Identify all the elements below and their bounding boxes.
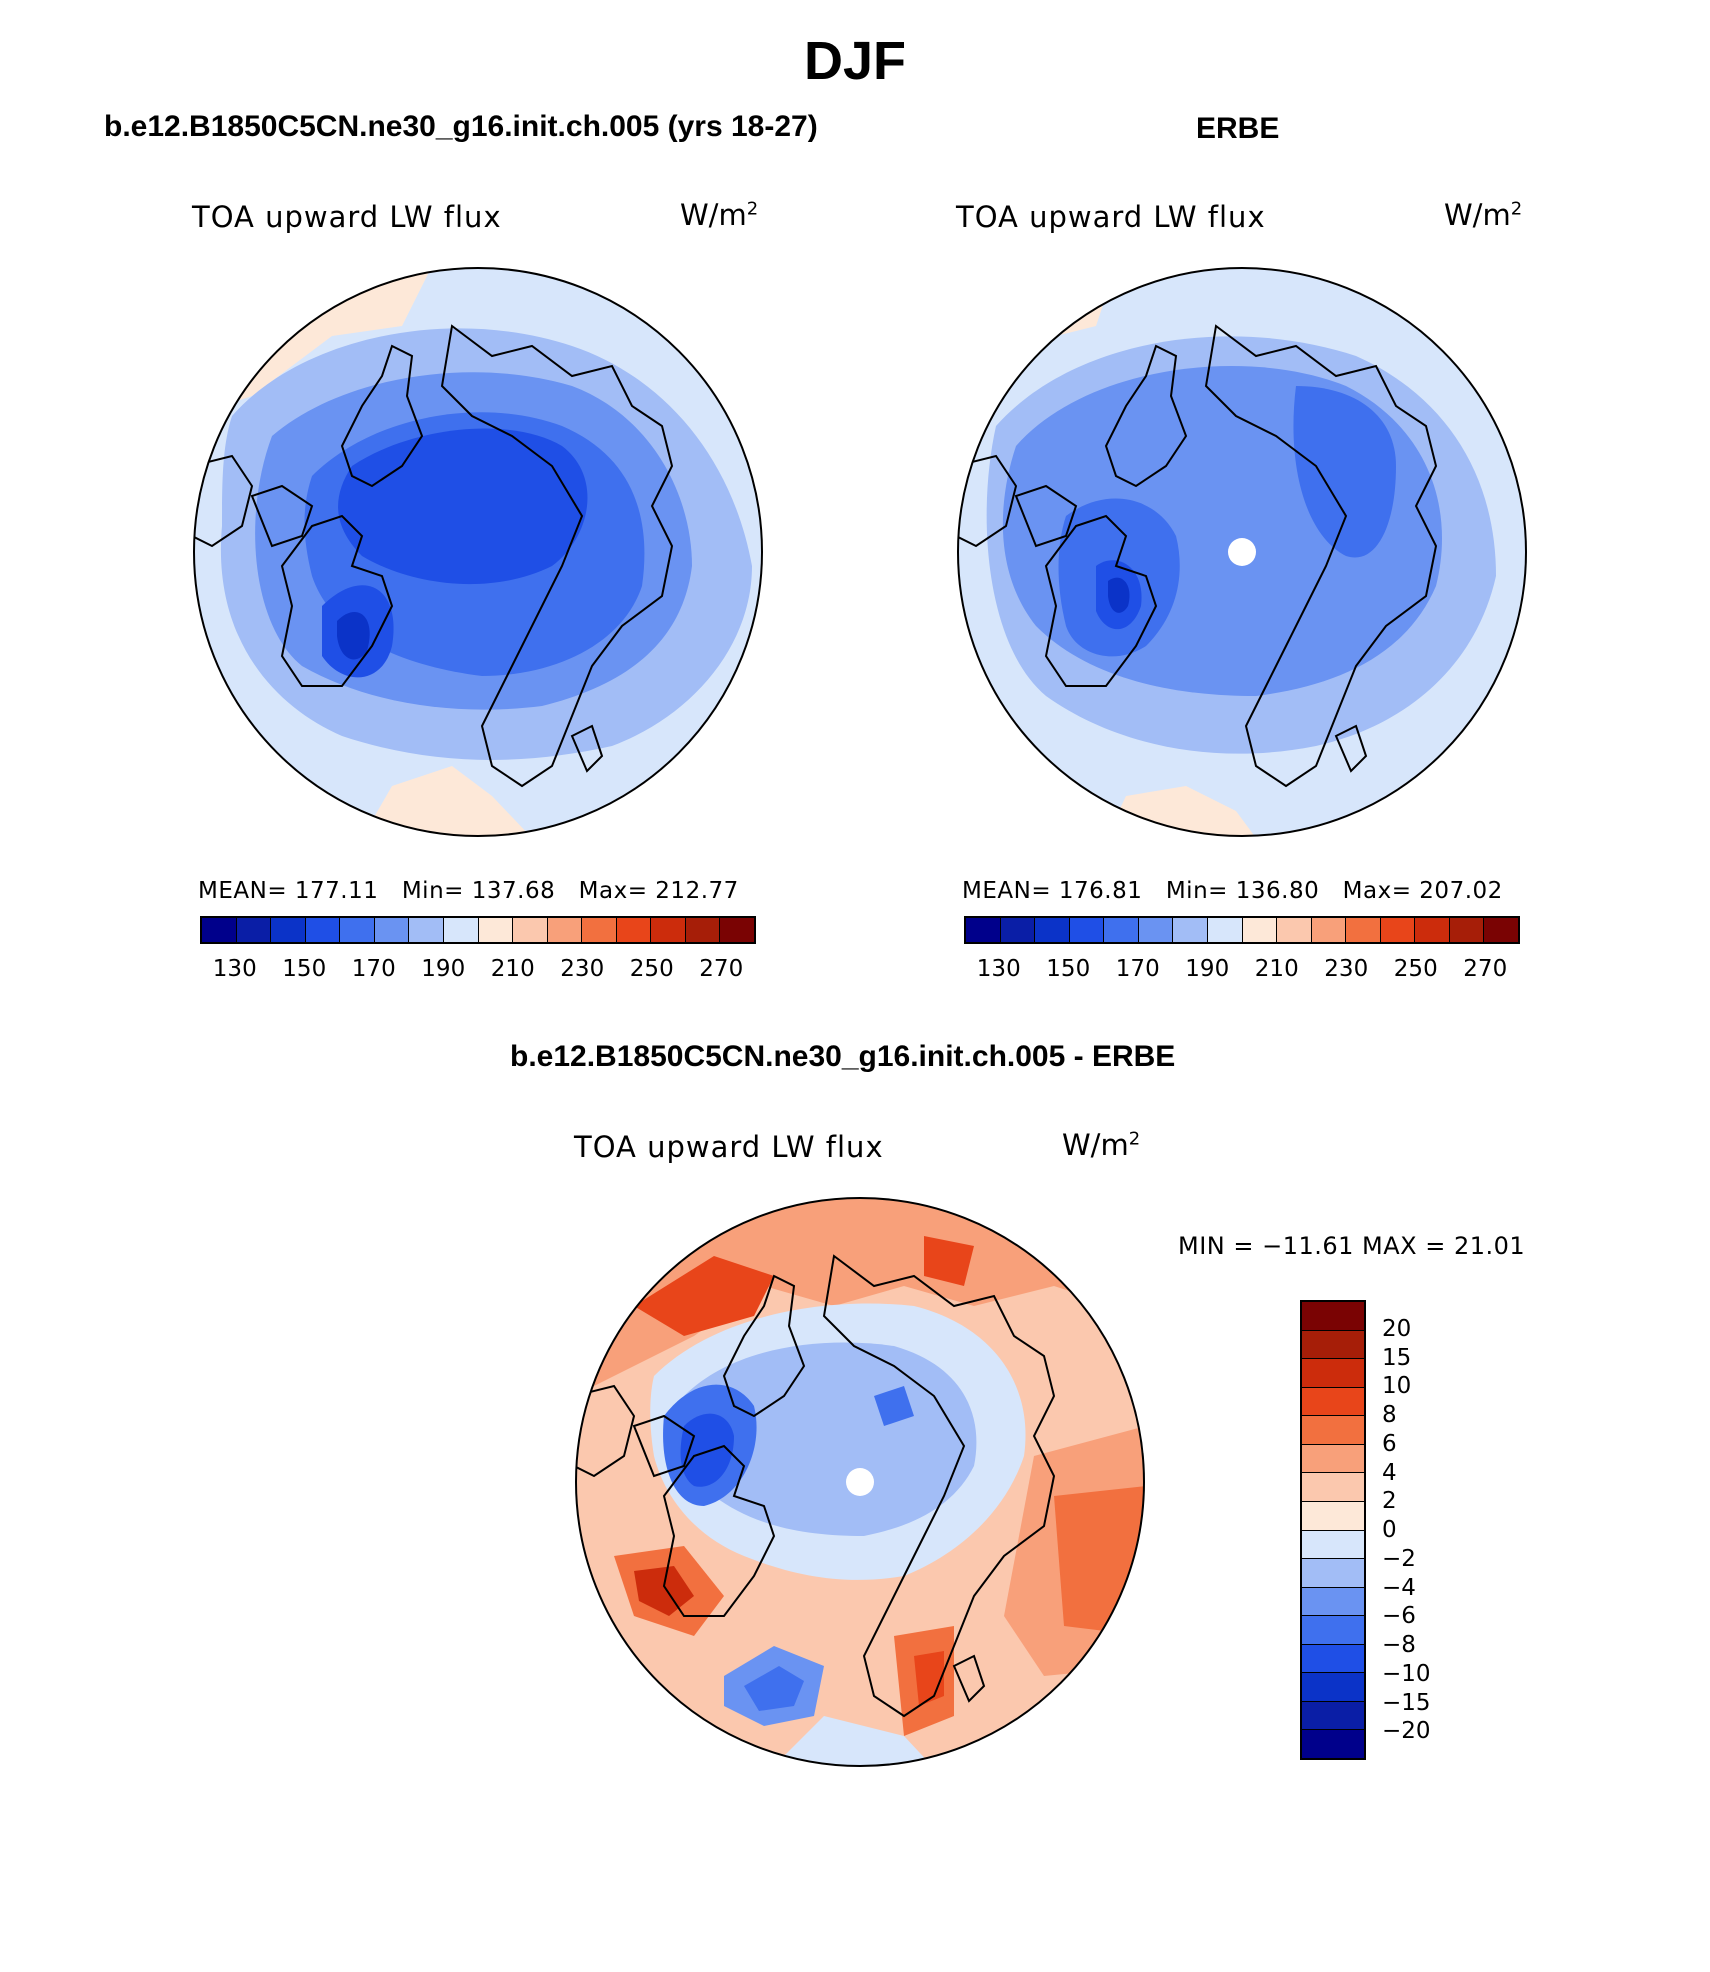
colorbar-tick-label: 170 [1115,956,1160,982]
colorbar-tick-label: 190 [421,956,466,982]
colorbar-tick-label: 250 [1393,956,1438,982]
colorbar-tick-label: 15 [1382,1344,1412,1371]
colorbar-swatch [1302,1701,1364,1731]
colorbar-swatch [966,918,1001,942]
model-colorbar [200,916,756,944]
colorbar-swatch [1346,918,1381,942]
model-panel-title: b.e12.B1850C5CN.ne30_g16.init.ch.005 (yr… [104,110,818,143]
colorbar-swatch [374,918,410,942]
colorbar-swatch [651,918,686,942]
model-stats: MEAN= 177.11 Min= 137.68 Max= 212.77 [198,878,739,904]
colorbar-swatch [340,918,375,942]
colorbar-swatch [1302,1644,1364,1674]
colorbar-tick-label: 150 [282,956,327,982]
colorbar-swatch [1302,1587,1364,1617]
colorbar-swatch [271,918,306,942]
colorbar-swatch [513,918,548,942]
colorbar-tick-label: 210 [1254,956,1299,982]
obs-panel-title: ERBE [1196,112,1280,145]
colorbar-swatch [1173,918,1208,942]
colorbar-tick-label: 10 [1382,1373,1412,1400]
colorbar-swatch [1415,918,1450,942]
colorbar-swatch [305,918,341,942]
colorbar-swatch [443,918,479,942]
colorbar-swatch [1302,1473,1364,1502]
colorbar-swatch [409,918,444,942]
colorbar-swatch [685,918,721,942]
figure-title: DJF [803,31,906,91]
colorbar-swatch [1380,918,1416,942]
colorbar-swatch [1302,1416,1364,1445]
colorbar-swatch [1311,918,1347,942]
colorbar-tick-label: −6 [1382,1603,1416,1630]
colorbar-tick-label: 6 [1382,1430,1397,1457]
colorbar-tick-label: 270 [699,956,744,982]
colorbar-swatch [236,918,272,942]
colorbar-swatch [1069,918,1105,942]
colorbar-tick-label: −20 [1382,1718,1431,1745]
colorbar-swatch [720,918,754,942]
diff-panel-title: b.e12.B1850C5CN.ne30_g16.init.ch.005 - E… [510,1040,1176,1073]
colorbar-swatch [1302,1616,1364,1645]
colorbar-tick-label: −10 [1382,1660,1431,1687]
colorbar-swatch [478,918,514,942]
obs-stats: MEAN= 176.81 Min= 136.80 Max= 207.02 [962,878,1503,904]
colorbar-swatch [1302,1730,1364,1758]
colorbar-swatch [1035,918,1070,942]
colorbar-swatch [1302,1302,1364,1331]
colorbar-swatch [1302,1359,1364,1388]
colorbar-tick-label: 250 [629,956,674,982]
colorbar-tick-label: 170 [351,956,396,982]
diff-minmax: MIN = −11.61 MAX = 21.01 [1178,1232,1526,1260]
colorbar-tick-label: 4 [1382,1459,1397,1486]
diff-units-label: W/m2 [1062,1128,1141,1162]
colorbar-swatch [1104,918,1139,942]
colorbar-tick-label: 270 [1463,956,1508,982]
colorbar-tick-label: 130 [212,956,257,982]
obs-polar-map [957,267,1527,837]
colorbar-swatch [547,918,583,942]
colorbar-swatch [582,918,617,942]
diff-polar-map [575,1197,1145,1767]
colorbar-tick-label: 150 [1046,956,1091,982]
colorbar-swatch [1277,918,1312,942]
colorbar-tick-label: 8 [1382,1402,1397,1428]
colorbar-tick-label: 0 [1382,1517,1397,1543]
colorbar-tick-label: 230 [1324,956,1369,982]
diff-colorbar [1300,1300,1366,1760]
colorbar-tick-label: 210 [490,956,535,982]
obs-variable-label: TOA upward LW flux [956,200,1266,234]
colorbar-swatch [1000,918,1036,942]
colorbar-swatch [1302,1530,1364,1560]
obs-units-label: W/m2 [1444,198,1523,232]
colorbar-swatch [1302,1330,1364,1360]
colorbar-swatch [1302,1673,1364,1702]
colorbar-swatch [1449,918,1485,942]
colorbar-tick-label: 2 [1382,1488,1397,1515]
colorbar-swatch [1302,1444,1364,1474]
colorbar-tick-label: −15 [1382,1689,1431,1716]
colorbar-swatch [1242,918,1278,942]
colorbar-tick-label: −8 [1382,1632,1416,1658]
colorbar-tick-label: 130 [976,956,1021,982]
colorbar-swatch [202,918,237,942]
colorbar-swatch [1207,918,1243,942]
colorbar-swatch [1302,1387,1364,1417]
obs-colorbar [964,916,1520,944]
colorbar-swatch [1138,918,1174,942]
colorbar-tick-label: −2 [1382,1545,1416,1572]
model-variable-label: TOA upward LW flux [192,200,502,234]
diff-variable-label: TOA upward LW flux [574,1130,884,1164]
colorbar-tick-label: −4 [1382,1574,1416,1601]
colorbar-swatch [1302,1559,1364,1588]
model-polar-map [193,267,763,837]
colorbar-tick-label: 230 [560,956,605,982]
colorbar-swatch [1302,1501,1364,1531]
colorbar-swatch [1484,918,1518,942]
colorbar-tick-label: 190 [1185,956,1230,982]
colorbar-swatch [616,918,652,942]
colorbar-tick-label: 20 [1382,1315,1412,1342]
model-units-label: W/m2 [680,198,759,232]
